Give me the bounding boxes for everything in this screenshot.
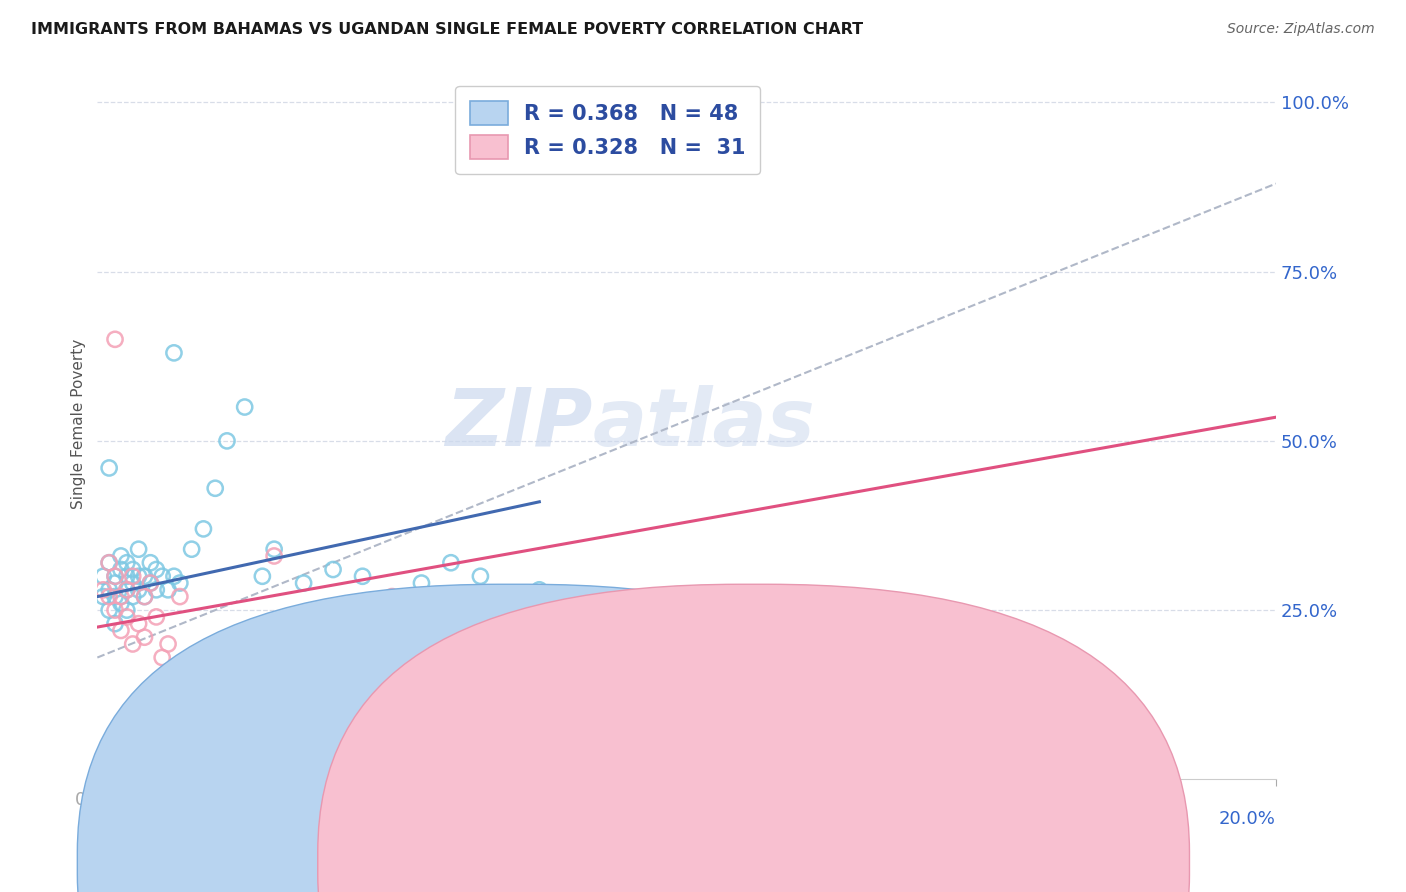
- Point: [104, 569, 127, 583]
- Point: [169, 590, 191, 604]
- Point: [440, 556, 463, 570]
- Point: [104, 590, 127, 604]
- Point: [128, 542, 150, 557]
- Point: [134, 590, 156, 604]
- Point: [163, 569, 186, 583]
- Point: [322, 691, 344, 706]
- Point: [104, 616, 127, 631]
- Point: [263, 542, 285, 557]
- Point: [128, 569, 150, 583]
- Point: [139, 556, 162, 570]
- Point: [150, 650, 173, 665]
- Point: [115, 569, 138, 583]
- Point: [381, 590, 404, 604]
- Point: [145, 610, 167, 624]
- Text: Ugandans: Ugandans: [749, 849, 839, 867]
- Point: [145, 582, 167, 597]
- Point: [98, 556, 121, 570]
- Text: ZIP: ZIP: [444, 385, 592, 463]
- Point: [157, 582, 180, 597]
- Y-axis label: Single Female Poverty: Single Female Poverty: [72, 339, 86, 509]
- Point: [233, 400, 256, 414]
- Point: [115, 603, 138, 617]
- Point: [292, 576, 315, 591]
- Point: [121, 562, 143, 576]
- Point: [134, 569, 156, 583]
- Point: [104, 569, 127, 583]
- Point: [104, 332, 127, 346]
- Legend: R = 0.368   N = 48, R = 0.328   N =  31: R = 0.368 N = 48, R = 0.328 N = 31: [456, 86, 761, 174]
- Point: [110, 549, 132, 563]
- Point: [174, 671, 197, 685]
- Point: [115, 582, 138, 597]
- Point: [411, 576, 433, 591]
- Point: [204, 481, 226, 495]
- Point: [110, 596, 132, 610]
- Point: [115, 582, 138, 597]
- Point: [529, 582, 551, 597]
- Text: 20.0%: 20.0%: [1219, 810, 1277, 828]
- Point: [204, 677, 226, 691]
- Point: [322, 562, 344, 576]
- Point: [121, 569, 143, 583]
- Point: [233, 691, 256, 706]
- Point: [470, 569, 492, 583]
- Point: [128, 616, 150, 631]
- Point: [139, 576, 162, 591]
- Point: [263, 549, 285, 563]
- Point: [215, 684, 238, 698]
- Point: [193, 522, 215, 536]
- Point: [91, 569, 114, 583]
- Point: [193, 664, 215, 678]
- Point: [252, 569, 274, 583]
- Point: [104, 576, 127, 591]
- Point: [134, 590, 156, 604]
- Point: [98, 461, 121, 475]
- Point: [292, 671, 315, 685]
- Text: IMMIGRANTS FROM BAHAMAS VS UGANDAN SINGLE FEMALE POVERTY CORRELATION CHART: IMMIGRANTS FROM BAHAMAS VS UGANDAN SINGL…: [31, 22, 863, 37]
- Point: [128, 582, 150, 597]
- Point: [169, 576, 191, 591]
- Point: [110, 590, 132, 604]
- Point: [110, 624, 132, 638]
- Point: [91, 590, 114, 604]
- Point: [115, 610, 138, 624]
- Point: [157, 637, 180, 651]
- Text: Source: ZipAtlas.com: Source: ZipAtlas.com: [1227, 22, 1375, 37]
- Point: [352, 569, 374, 583]
- Point: [145, 562, 167, 576]
- Point: [121, 637, 143, 651]
- Point: [115, 556, 138, 570]
- Point: [121, 590, 143, 604]
- Text: atlas: atlas: [592, 385, 815, 463]
- Point: [970, 616, 993, 631]
- Point: [91, 582, 114, 597]
- Point: [852, 616, 875, 631]
- Text: Immigrants from Bahamas: Immigrants from Bahamas: [471, 849, 710, 867]
- Point: [150, 569, 173, 583]
- Point: [98, 590, 121, 604]
- Point: [180, 542, 202, 557]
- Point: [139, 576, 162, 591]
- Point: [98, 603, 121, 617]
- Point: [104, 603, 127, 617]
- Point: [134, 630, 156, 644]
- Point: [121, 576, 143, 591]
- Point: [98, 582, 121, 597]
- Point: [215, 434, 238, 448]
- Point: [163, 346, 186, 360]
- Point: [110, 562, 132, 576]
- Point: [98, 556, 121, 570]
